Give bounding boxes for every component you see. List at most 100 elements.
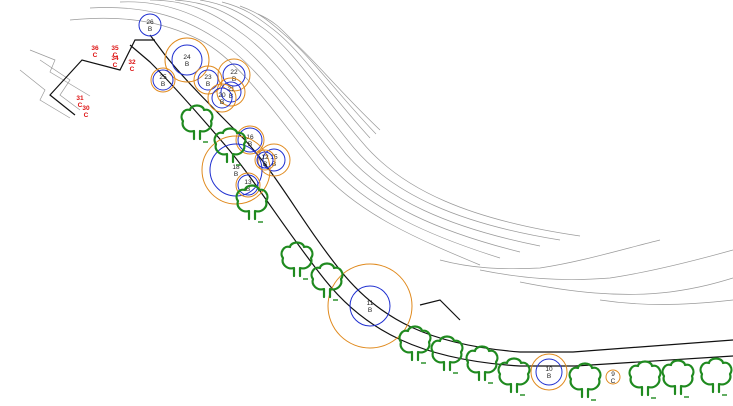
existing-trees: 26B24B25B23B22B21B20B16B15B18B13B12B11B1… [138,13,621,391]
tree-number: 20 [218,92,226,99]
tree-symbol-icon [497,357,531,396]
tree-number: 13 [244,179,252,186]
crown-inner-circle [535,358,563,386]
crown-outer-circle [216,77,246,107]
red-label-32: 32C [128,59,136,73]
red-label-36: 36C [91,45,99,59]
crown-inner-circle [349,285,391,327]
tree-symbol-icon [661,359,695,398]
red-tree-number: 30 [82,105,90,112]
tree-class: B [220,99,224,106]
crown-outer-circle [235,172,261,198]
red-tree-class: C [78,102,83,109]
tree-class: B [234,171,238,178]
tree-symbol-icon [465,345,499,384]
red-tree-number: 32 [128,59,136,66]
tree-number: 12 [261,154,269,161]
red-tree-class: C [113,52,118,59]
tree-class: B [246,186,250,193]
tree-number: 25 [159,74,167,81]
tree-class: B [185,61,189,68]
crown-inner-circle [237,174,259,196]
crown-outer-circle [257,143,291,177]
crown-outer-circle [530,353,568,391]
tree-symbol-icon [235,184,269,223]
crown-inner-circle [222,63,246,87]
tree-symbol-icon [628,360,662,399]
existing-tree-24: 24B [164,37,210,83]
crown-outer-circle [201,135,271,205]
crown-outer-circle [207,83,237,113]
red-tree-class: C [93,52,98,59]
tree-class: C [611,378,616,385]
tree-class: B [148,26,152,33]
crown-inner-circle [171,44,203,76]
crown-outer-circle [605,369,621,385]
tree-symbol-icon [280,241,314,280]
red-tree-number: 31 [76,95,84,102]
tree-number: 26 [146,19,154,26]
existing-tree-16: 16B [235,125,265,155]
existing-tree-18: 18B [201,135,271,205]
existing-tree-10: 10B [530,353,568,391]
tree-symbol-icon [568,362,602,401]
tree-class: B [248,141,252,148]
crown-outer-circle [164,37,210,83]
red-label-30: 30C [82,105,90,119]
existing-tree-23: 23B [193,65,223,95]
existing-tree-12: 12B [254,149,276,171]
contour-lines [19,0,733,305]
tree-symbol-icon [310,262,344,301]
crown-inner-circle [197,69,219,91]
tree-number: 9 [611,371,615,378]
crown-inner-circle [211,87,233,109]
tree-class: B [368,307,372,314]
tree-number: 23 [204,74,212,81]
tree-symbol-icon [398,325,432,364]
red-label-34: 34C [111,55,119,69]
existing-tree-9: 9C [605,369,621,385]
tree-class: B [161,81,165,88]
crown-inner-circle [262,148,286,172]
red-tree-class: C [113,62,118,69]
red-label-31: 31C [76,95,84,109]
tree-class: B [232,76,236,83]
crown-inner-circle [237,127,263,153]
tree-symbol-icon [699,357,733,396]
crown-outer-circle [254,149,276,171]
tree-number: 11 [367,300,374,307]
tree-class: B [263,161,267,168]
crown-outer-circle [193,65,223,95]
tree-symbol-icon [430,335,464,374]
crown-outer-circle [150,67,176,93]
existing-tree-11: 11B [327,263,413,349]
tree-class: B [206,81,210,88]
crown-inner-circle [138,13,162,37]
red-tree-number: 35 [111,45,119,52]
tree-number: 24 [183,54,191,61]
tree-number: 18 [232,164,240,171]
tree-number: 22 [230,69,238,76]
crown-outer-circle [235,125,265,155]
tree-symbol-icon [180,104,214,143]
tree-class: B [229,93,233,100]
red-tree-number: 36 [91,45,99,52]
replacement-trees [180,104,733,401]
crown-inner-circle [152,69,174,91]
tree-number: 10 [545,366,553,373]
existing-tree-20: 20B [207,83,237,113]
red-tree-number: 34 [111,55,119,62]
existing-tree-25: 25B [150,67,176,93]
existing-tree-26: 26B [138,13,162,37]
tree-symbol-icon [213,127,247,166]
tree-number: 16 [246,134,254,141]
red-tree-class: C [130,66,135,73]
red-tree-class: C [84,112,89,119]
tree-class: B [547,373,551,380]
crown-outer-circle [327,263,413,349]
tree-number: 21 [227,86,235,93]
red-label-35: 35C [111,45,119,59]
crown-inner-circle [256,151,274,169]
